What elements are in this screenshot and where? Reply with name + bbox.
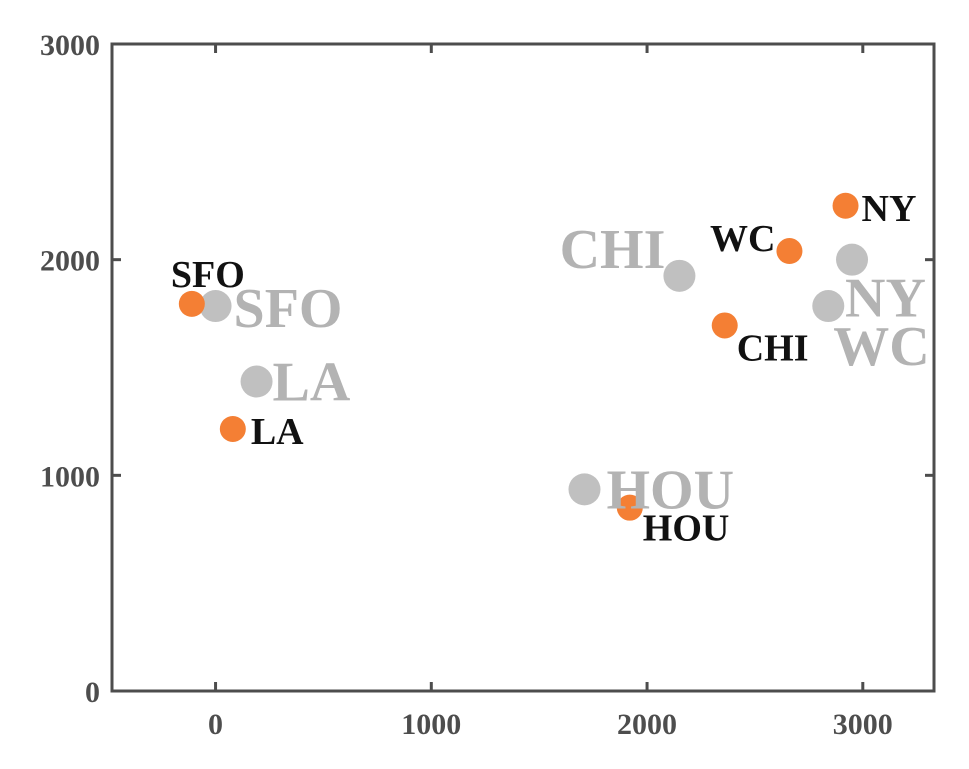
orange-label-hou: HOU bbox=[643, 508, 730, 550]
gray-label-wc: WC bbox=[833, 316, 929, 378]
gray-point-chi bbox=[663, 259, 696, 292]
y-tick-label: 3000 bbox=[40, 29, 100, 62]
orange-label-sfo: SFO bbox=[171, 254, 245, 296]
axis-ticks bbox=[112, 42, 934, 693]
gray-label-chi: CHI bbox=[560, 219, 666, 281]
tick-labels: 0 1000 2000 3000 0 1000 2000 3000 bbox=[40, 29, 893, 741]
gray-point-sfo bbox=[199, 290, 232, 323]
gray-label-hou: HOU bbox=[606, 459, 734, 521]
x-tick-label: 3000 bbox=[833, 708, 893, 741]
orange-point-ny bbox=[832, 192, 859, 219]
orange-label-chi: CHI bbox=[737, 327, 809, 369]
gray-label-la: LA bbox=[273, 352, 351, 414]
x-tick-label: 1000 bbox=[401, 708, 461, 741]
x-tick-label: 2000 bbox=[617, 708, 677, 741]
data-points bbox=[178, 192, 869, 521]
orange-point-hou bbox=[616, 494, 643, 521]
orange-point-wc bbox=[776, 238, 803, 265]
x-tick-label: 0 bbox=[208, 708, 223, 741]
gray-label-ny: NY bbox=[845, 268, 926, 330]
orange-label-wc: WC bbox=[710, 218, 775, 260]
orange-label-la: LA bbox=[251, 411, 304, 453]
orange-point-sfo bbox=[178, 290, 205, 317]
gray-point-ny bbox=[836, 243, 869, 276]
y-tick-label: 2000 bbox=[40, 245, 100, 278]
gray-label-sfo: SFO bbox=[234, 278, 343, 340]
orange-label-ny: NY bbox=[862, 188, 917, 230]
gray-point-hou bbox=[568, 473, 601, 506]
gray-point-la bbox=[240, 365, 273, 398]
gray-point-wc bbox=[812, 290, 845, 323]
y-tick-label: 1000 bbox=[40, 460, 100, 493]
y-tick-label: 0 bbox=[85, 676, 100, 709]
orange-point-chi bbox=[711, 312, 738, 339]
orange-point-la bbox=[219, 415, 246, 442]
plot-frame bbox=[110, 42, 936, 693]
